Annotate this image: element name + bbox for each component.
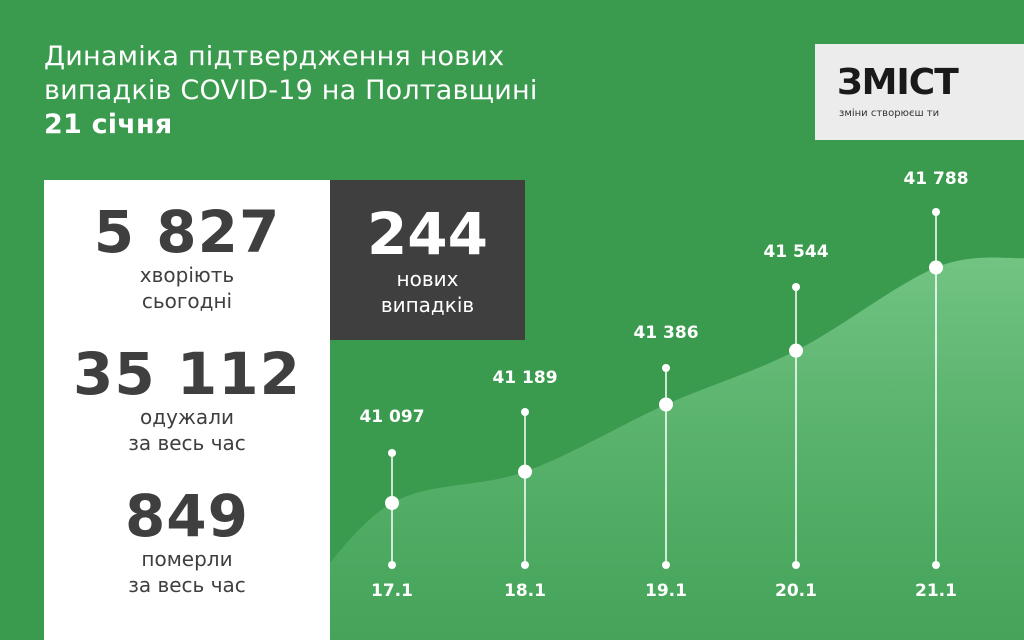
value-label: 41 386	[633, 323, 698, 343]
stat-sick-label-2: сьогодні	[141, 289, 233, 313]
cases-area	[300, 257, 1024, 640]
page-title: Динаміка підтвердження нових випадків CO…	[44, 40, 744, 142]
title-line-2: випадків COVID-19 на Полтавщині	[44, 75, 538, 106]
value-label: 41 097	[359, 407, 424, 427]
stat-died-label-2: за весь час	[128, 573, 246, 597]
stem-bottom-dot	[932, 561, 940, 569]
title-line-1: Динаміка підтвердження нових	[44, 41, 505, 72]
data-point	[385, 496, 399, 510]
date-label: 17.1	[371, 581, 413, 601]
new-cases-label-2: випадків	[380, 293, 475, 317]
stat-recovered-value: 35 112	[73, 340, 301, 408]
stat-died: 849 померли за весь час	[44, 486, 330, 598]
stem-bottom-dot	[521, 561, 529, 569]
stem-top-dot	[521, 408, 529, 416]
stem-bottom-dot	[388, 561, 396, 569]
stat-died-label-1: померли	[141, 547, 233, 571]
date-label: 19.1	[645, 581, 687, 601]
logo-tagline: зміни створюєш ти	[839, 108, 940, 119]
new-cases-box: 244 нових випадків	[330, 180, 525, 340]
value-label: 41 544	[763, 242, 828, 262]
stat-recovered-label-2: за весь час	[128, 431, 246, 455]
stat-recovered: 35 112 одужали за весь час	[44, 344, 330, 456]
stem-top-dot	[388, 449, 396, 457]
title-date: 21 січня	[44, 109, 173, 140]
stat-sick-label-1: хворіють	[139, 263, 235, 287]
new-cases-label-1: нових	[396, 267, 459, 291]
stat-sick: 5 827 хворіють сьогодні	[44, 202, 330, 314]
new-cases-value: 244	[366, 200, 489, 268]
new-cases-label: нових випадків	[330, 266, 525, 318]
date-label: 18.1	[504, 581, 546, 601]
value-label: 41 189	[492, 368, 557, 388]
stem-bottom-dot	[662, 561, 670, 569]
stem-top-dot	[662, 364, 670, 372]
data-point	[789, 343, 803, 358]
stat-died-value: 849	[124, 482, 250, 550]
stem-top-dot	[932, 208, 940, 216]
data-point	[659, 397, 673, 412]
data-point	[929, 260, 943, 275]
zmist-logo: ЗМІСТ зміни створюєш ти	[815, 44, 1024, 140]
stats-panel: 5 827 хворіють сьогодні 35 112 одужали з…	[44, 180, 330, 640]
stem-top-dot	[792, 283, 800, 291]
stem-bottom-dot	[792, 561, 800, 569]
date-label: 21.1	[915, 581, 957, 601]
logo-wordmark: ЗМІСТ	[837, 62, 959, 103]
value-label: 41 788	[903, 169, 968, 189]
date-label: 20.1	[775, 581, 817, 601]
data-point	[518, 464, 532, 479]
stat-sick-value: 5 827	[93, 198, 281, 266]
stat-recovered-label-1: одужали	[140, 405, 234, 429]
